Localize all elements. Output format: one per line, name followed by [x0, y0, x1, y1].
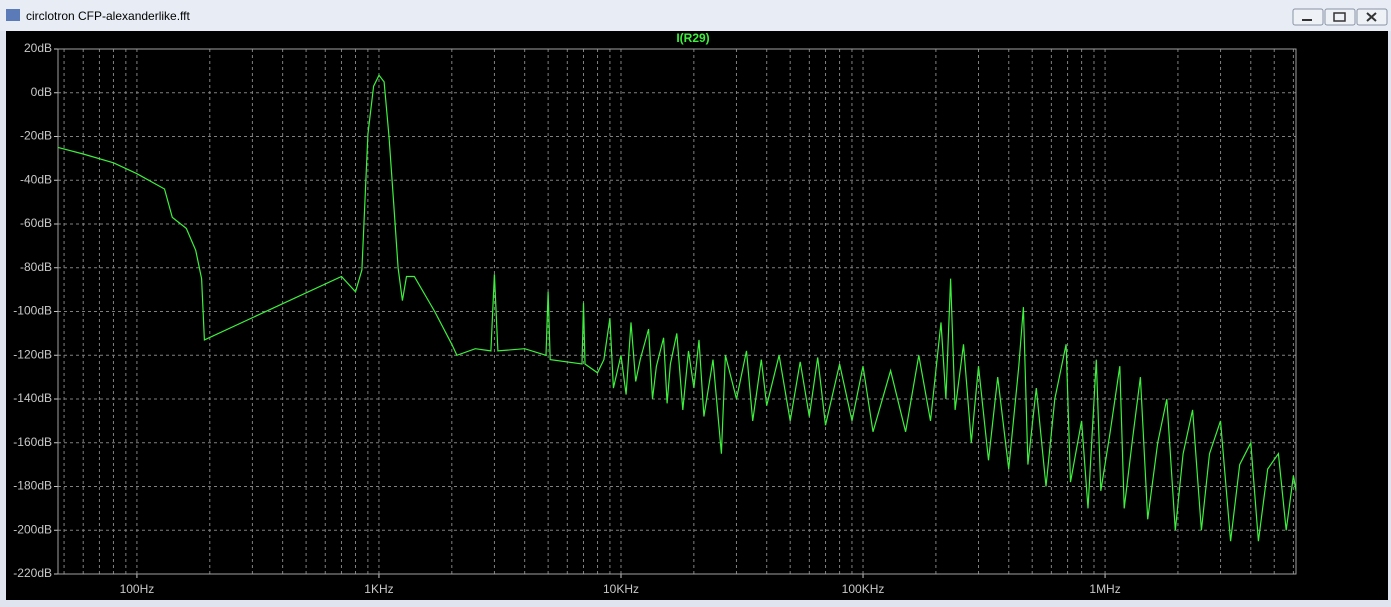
- x-tick-label: 1MHz: [1089, 582, 1120, 596]
- legend-entry: I(R29): [676, 31, 709, 45]
- x-tick-label: 10KHz: [603, 582, 639, 596]
- y-tick-label: -80dB: [20, 260, 52, 274]
- maximize-button[interactable]: [1324, 8, 1356, 26]
- x-tick-label: 100KHz: [842, 582, 885, 596]
- y-tick-label: -100dB: [13, 304, 52, 318]
- y-tick-label: -60dB: [20, 216, 52, 230]
- title-bar: [0, 0, 1391, 31]
- y-tick-label: -200dB: [13, 522, 52, 536]
- y-tick-label: -40dB: [20, 172, 52, 186]
- y-tick-label: -20dB: [20, 129, 52, 143]
- minimize-button[interactable]: [1292, 8, 1324, 26]
- plot-background: [6, 31, 1388, 600]
- plot-border: [57, 48, 1297, 575]
- trace: [57, 74, 1297, 542]
- y-tick-label: -140dB: [13, 391, 52, 405]
- y-tick-label: -120dB: [13, 347, 52, 361]
- y-tick-label: 0dB: [31, 85, 52, 99]
- x-tick-label: 1KHz: [364, 582, 393, 596]
- y-tick-label: -160dB: [13, 435, 52, 449]
- window-title: circlotron CFP-alexanderlike.fft: [26, 9, 191, 23]
- y-tick-label: -220dB: [13, 566, 52, 580]
- app-icon: [6, 9, 20, 21]
- y-tick-label: -180dB: [13, 479, 52, 493]
- x-tick-label: 100Hz: [120, 582, 155, 596]
- y-tick-label: 20dB: [24, 41, 52, 55]
- close-button[interactable]: [1356, 8, 1388, 26]
